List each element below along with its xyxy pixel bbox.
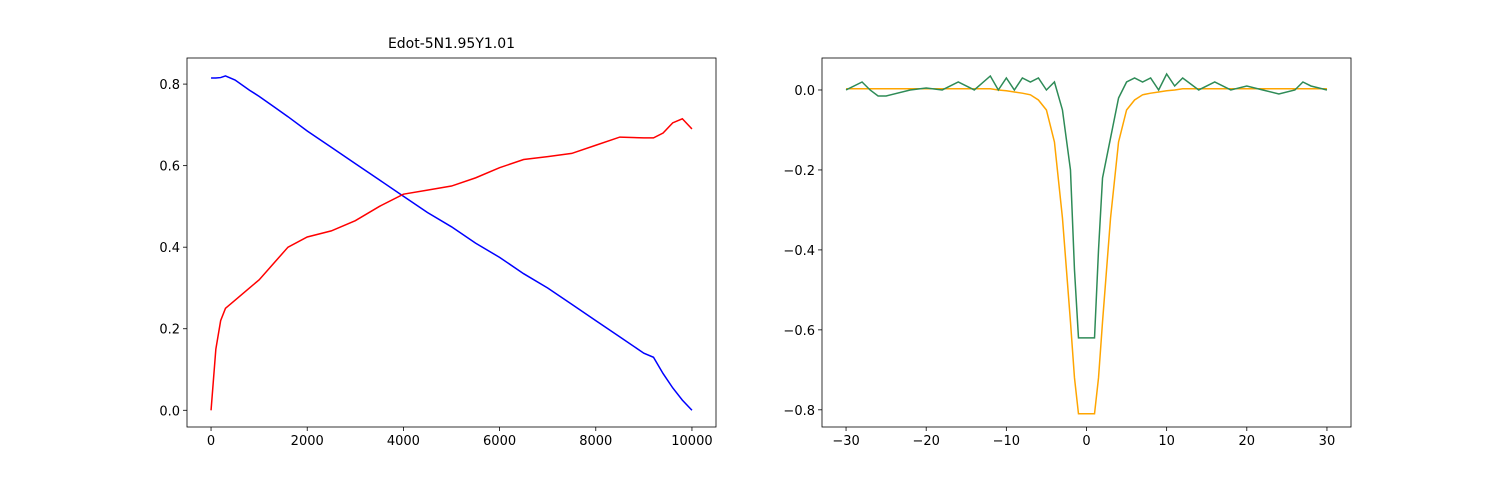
- x-tick-label: 0: [207, 434, 215, 449]
- y-tick-label: 0.4: [159, 241, 180, 256]
- line-series: [211, 75, 693, 411]
- line-series: [846, 88, 1327, 415]
- y-tick-label: 0.6: [159, 160, 180, 175]
- y-tick-label: −0.8: [783, 404, 815, 419]
- y-tick-label: 0.0: [794, 84, 815, 99]
- y-tick-label: −0.4: [783, 244, 815, 259]
- y-tick-label: 0.0: [159, 404, 180, 419]
- line-series: [210, 117, 693, 411]
- y-tick-label: 0.2: [159, 323, 180, 338]
- x-tick-label: −30: [832, 434, 859, 449]
- x-tick-label: 4000: [387, 434, 420, 449]
- x-tick-label: 20: [1239, 434, 1256, 449]
- x-tick-label: 2000: [291, 434, 324, 449]
- axes-frame: [821, 57, 1352, 428]
- x-tick-label: 8000: [579, 434, 612, 449]
- x-tick-label: 10000: [671, 434, 712, 449]
- x-tick-label: 30: [1319, 434, 1336, 449]
- chart-title: Edot-5N1.95Y1.01: [388, 36, 515, 52]
- x-tick-label: −20: [912, 434, 939, 449]
- x-tick-label: −10: [993, 434, 1020, 449]
- x-tick-label: 10: [1158, 434, 1175, 449]
- y-tick-label: 0.8: [159, 78, 180, 93]
- x-tick-label: 0: [1082, 434, 1090, 449]
- y-tick-label: −0.6: [783, 324, 815, 339]
- line-series: [845, 72, 1328, 339]
- y-tick-label: −0.2: [783, 164, 815, 179]
- axes-frame: [186, 57, 717, 428]
- x-tick-label: 6000: [483, 434, 516, 449]
